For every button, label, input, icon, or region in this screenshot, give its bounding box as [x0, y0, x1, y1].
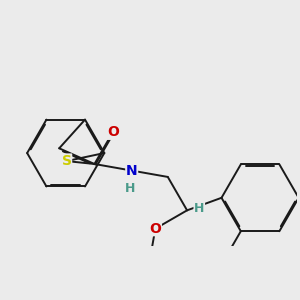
Text: O: O: [107, 125, 119, 139]
Text: N: N: [126, 164, 137, 178]
Text: H: H: [124, 182, 135, 195]
Text: S: S: [61, 154, 72, 168]
Text: O: O: [149, 222, 161, 236]
Text: H: H: [194, 202, 204, 215]
